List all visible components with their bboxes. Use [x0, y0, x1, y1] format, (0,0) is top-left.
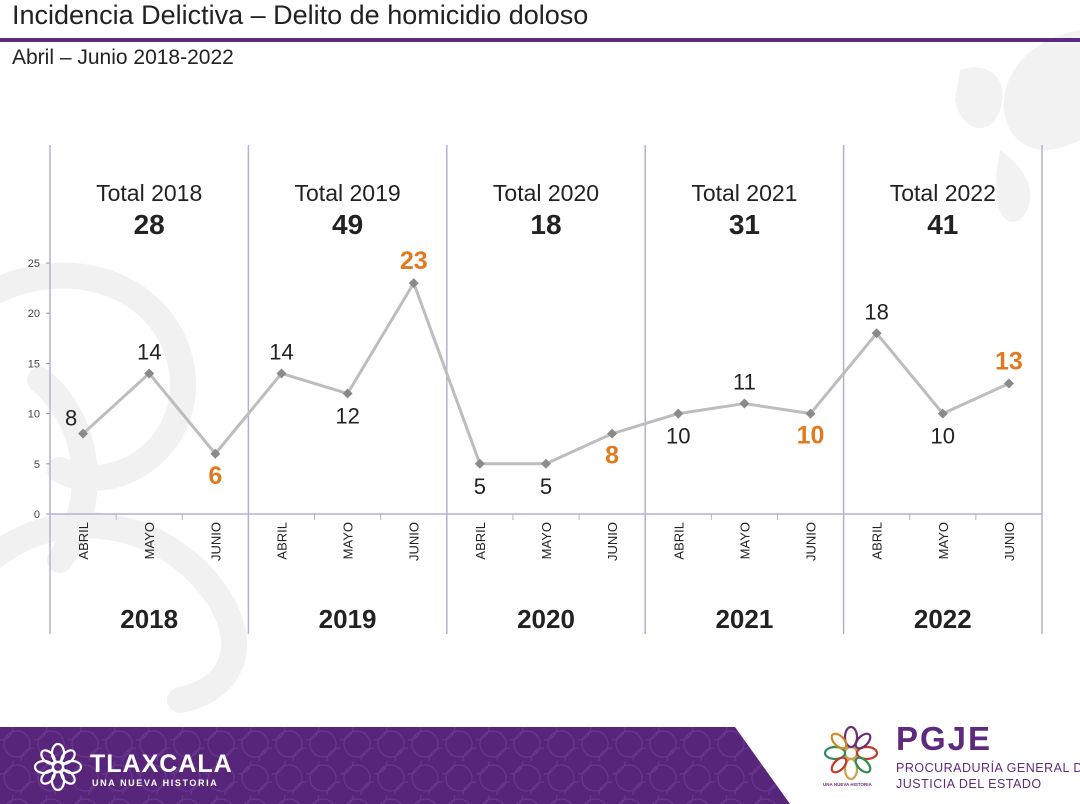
data-point	[673, 408, 684, 419]
data-label: 10	[931, 424, 955, 449]
data-label: 13	[995, 347, 1023, 375]
year-label: 2022	[914, 604, 972, 634]
tlaxcala-flower-icon	[33, 742, 83, 792]
group-total-value: 18	[530, 209, 561, 240]
data-point	[607, 428, 618, 439]
data-label: 11	[733, 370, 756, 395]
data-label: 8	[605, 442, 619, 470]
group-total-label: Total 2020	[493, 180, 599, 206]
year-label: 2018	[120, 604, 178, 634]
data-label: 8	[65, 406, 77, 431]
year-label: 2021	[715, 604, 773, 634]
month-tick-label: JUNIO	[208, 522, 223, 561]
seal-tagline: UNA NUEVA HISTORIA	[823, 782, 872, 787]
y-tick-label: 25	[28, 258, 40, 270]
data-point	[937, 408, 948, 419]
data-point	[805, 408, 816, 419]
data-label: 18	[864, 299, 888, 324]
data-point	[78, 428, 89, 439]
data-label: 5	[540, 474, 552, 499]
month-tick-label: JUNIO	[1002, 522, 1017, 561]
data-label: 14	[137, 339, 161, 364]
y-tick-label: 10	[28, 409, 40, 421]
group-total-value: 49	[332, 209, 363, 240]
group-total-value: 31	[729, 209, 760, 240]
data-label: 6	[208, 462, 222, 490]
month-tick-label: ABRIL	[274, 522, 289, 560]
month-tick-label: MAYO	[341, 522, 356, 559]
data-point	[144, 368, 155, 379]
data-point	[210, 448, 221, 459]
data-point	[408, 278, 419, 289]
footer-band	[0, 727, 790, 804]
group-total-value: 28	[134, 209, 165, 240]
tlaxcala-logo-name: TLAXCALA	[90, 750, 233, 778]
data-point	[871, 328, 882, 339]
month-tick-label: JUNIO	[407, 522, 422, 561]
pgje-logo-subtitle: PROCURADURÍA GENERAL DE JUSTICIA DEL EST…	[896, 760, 1080, 792]
data-label: 23	[400, 247, 428, 275]
data-label: 14	[269, 339, 293, 364]
data-label: 5	[474, 474, 486, 499]
state-seal-icon	[823, 725, 879, 781]
y-tick-label: 15	[28, 358, 40, 370]
pgje-logo-name: PGJE	[896, 720, 993, 757]
data-label: 10	[666, 424, 690, 449]
pgje-logo-line2: JUSTICIA DEL ESTADO	[896, 777, 1042, 791]
group-total-label: Total 2022	[890, 180, 996, 206]
month-tick-label: ABRIL	[76, 522, 91, 560]
year-label: 2019	[319, 604, 377, 634]
line-chart: 0 5 10 15 20 25 Total 2018 28 2018 ABRIL 8 MAYO 14 JU…	[28, 145, 1043, 634]
month-tick-label: MAYO	[539, 522, 554, 559]
group-total-label: Total 2019	[295, 180, 401, 206]
y-tick-label: 5	[34, 459, 40, 471]
month-tick-label: MAYO	[936, 522, 951, 559]
month-tick-label: MAYO	[737, 522, 752, 559]
month-tick-label: ABRIL	[870, 522, 885, 560]
group-total-label: Total 2021	[691, 180, 797, 206]
month-tick-label: JUNIO	[605, 522, 620, 561]
tlaxcala-logo-tagline: UNA NUEVA HISTORIA	[92, 778, 219, 788]
month-tick-label: JUNIO	[804, 522, 819, 561]
month-tick-label: ABRIL	[671, 522, 686, 560]
data-point	[474, 458, 485, 469]
data-point	[1003, 378, 1014, 389]
title-divider	[0, 38, 1080, 42]
y-tick-label: 0	[34, 509, 40, 521]
data-point	[276, 368, 287, 379]
year-label: 2020	[517, 604, 575, 634]
page-subtitle: Abril – Junio 2018-2022	[12, 46, 234, 69]
data-label: 10	[797, 422, 825, 450]
page-title: Incidencia Delictiva – Delito de homicid…	[12, 0, 589, 30]
group-total-value: 41	[927, 209, 958, 240]
y-tick-label: 20	[28, 308, 40, 320]
data-point	[541, 458, 551, 469]
data-label: 12	[335, 404, 359, 429]
data-point	[342, 388, 353, 399]
data-point	[739, 398, 750, 409]
pgje-logo-line1: PROCURADURÍA GENERAL DE	[896, 761, 1080, 775]
month-tick-label: MAYO	[142, 522, 157, 559]
month-tick-label: ABRIL	[473, 522, 488, 560]
group-total-label: Total 2018	[96, 180, 202, 206]
